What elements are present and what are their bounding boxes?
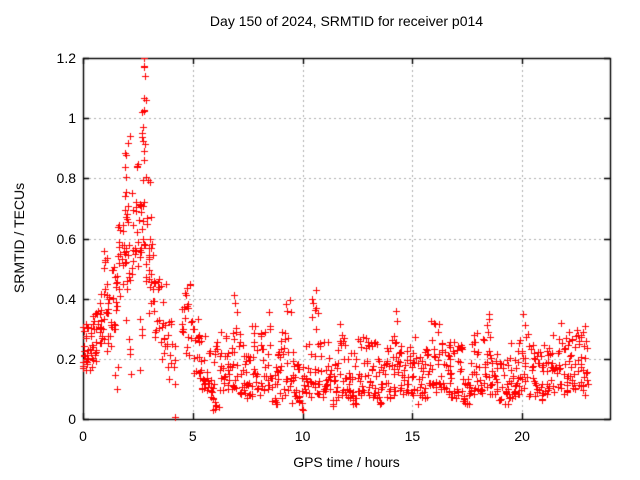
y-tick-label: 0.2 <box>56 350 76 367</box>
y-tick-label: 0.6 <box>56 230 76 247</box>
y-tick-label: 1 <box>68 110 76 127</box>
x-tick-label: 20 <box>514 428 530 444</box>
y-tick-label: 0 <box>68 411 76 427</box>
x-tick-label: 15 <box>404 428 421 444</box>
chart-title: Day 150 of 2024, SRMTID for receiver p01… <box>209 13 484 29</box>
x-tick-label: 10 <box>294 428 311 444</box>
y-tick-label: 0.4 <box>56 290 76 307</box>
x-axis-label: GPS time / hours <box>293 454 400 470</box>
y-tick-label: 0.8 <box>56 170 76 187</box>
y-tick-label: 1.2 <box>56 50 76 66</box>
x-tick-label: 0 <box>79 428 87 444</box>
x-tick-label: 5 <box>188 428 197 444</box>
